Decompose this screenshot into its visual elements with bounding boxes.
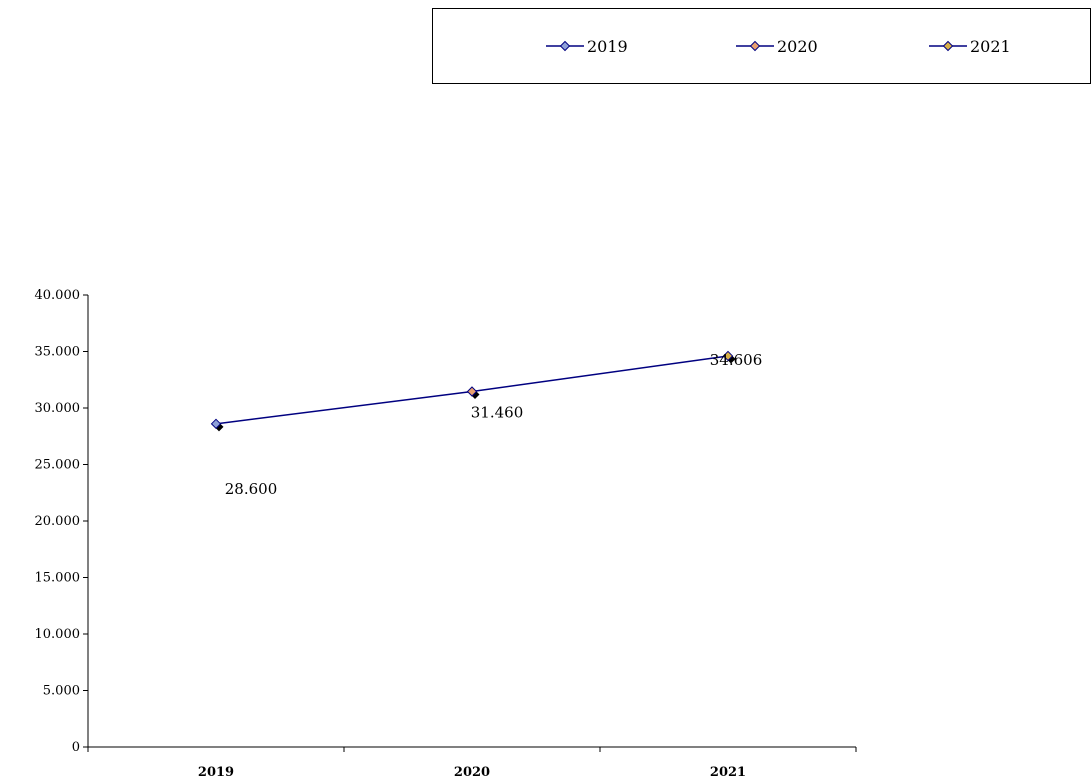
data-labels: 28.600 31.460 34.606 bbox=[225, 351, 763, 498]
data-point bbox=[722, 350, 734, 362]
legend-label: 2021 bbox=[970, 37, 1011, 56]
legend-label: 2020 bbox=[777, 37, 818, 56]
data-point bbox=[210, 418, 222, 430]
x-tick-label: 2020 bbox=[454, 765, 490, 780]
series-line bbox=[210, 350, 736, 432]
chart-axes: 0 5.000 10.000 15.000 20.000 25.000 30.000 35.0… bbox=[35, 288, 857, 780]
legend-marker bbox=[559, 40, 571, 52]
y-tick-label: 5.000 bbox=[43, 684, 80, 699]
legend-marker bbox=[749, 40, 761, 52]
data-label: 34.606 bbox=[710, 351, 763, 369]
y-tick-label: 0 bbox=[72, 740, 80, 755]
legend-marker bbox=[942, 40, 954, 52]
data-label: 28.600 bbox=[225, 480, 278, 498]
x-tick-label: 2019 bbox=[198, 765, 234, 780]
x-tick-label: 2021 bbox=[710, 765, 746, 780]
y-tick-label: 35.000 bbox=[35, 345, 81, 360]
legend-label: 2019 bbox=[587, 37, 628, 56]
data-point bbox=[466, 386, 478, 397]
y-tick-label: 30.000 bbox=[35, 401, 81, 416]
data-label: 31.460 bbox=[471, 404, 524, 422]
y-tick-label: 25.000 bbox=[35, 458, 81, 473]
legend: 2019 2020 2021 bbox=[432, 8, 1091, 84]
y-tick-label: 40.000 bbox=[35, 288, 81, 303]
y-tick-label: 10.000 bbox=[35, 627, 81, 642]
y-tick-label: 20.000 bbox=[35, 514, 81, 529]
y-tick-label: 15.000 bbox=[35, 571, 81, 586]
